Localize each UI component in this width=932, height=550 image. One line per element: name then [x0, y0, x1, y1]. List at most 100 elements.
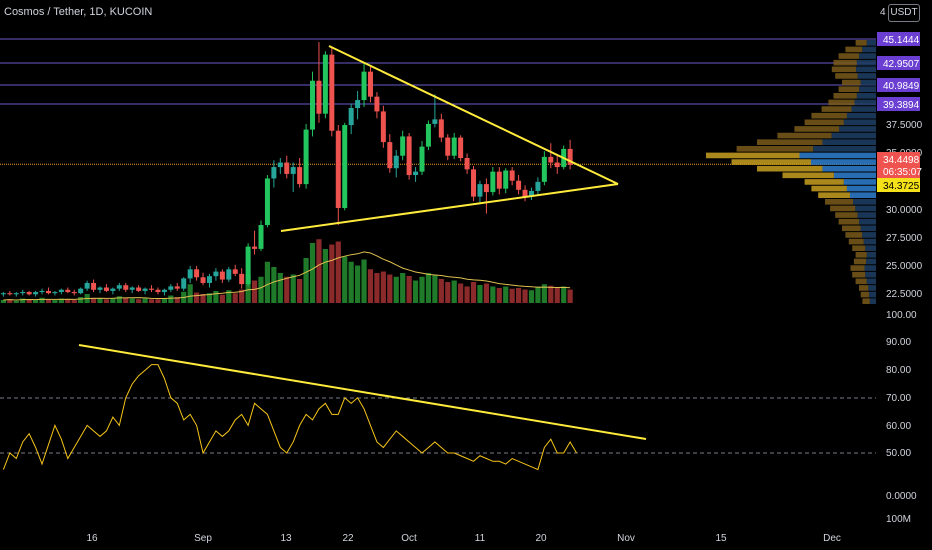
volume-bar: [438, 279, 444, 303]
volume-profile-bar: [757, 165, 823, 172]
candle-body: [13, 293, 19, 295]
candle-body: [271, 167, 277, 179]
volume-profile-bar: [868, 285, 876, 291]
time-axis-tick: 11: [475, 533, 486, 544]
rsi-axis-tick: 90.00: [886, 337, 911, 348]
volume-bar: [90, 297, 97, 303]
volume-bar: [65, 299, 71, 303]
price-level-label: [877, 56, 920, 70]
candle-body: [168, 286, 174, 290]
volume-bar: [432, 274, 438, 303]
candle-body: [129, 287, 135, 290]
volume-bar: [264, 261, 271, 303]
volume-bar: [516, 288, 522, 303]
candle-body: [277, 162, 283, 168]
volume-profile-bar: [853, 258, 867, 265]
volume-bar: [380, 271, 386, 303]
currency-badge[interactable]: USDT: [888, 4, 920, 22]
rsi-line: [2, 364, 577, 471]
volume-profile-bar: [866, 252, 876, 258]
candle-body: [149, 288, 155, 290]
rsi-axis-tick: 60.00: [886, 421, 911, 432]
candle-body: [316, 80, 322, 114]
volume-bar: [297, 279, 303, 303]
price-level-label: [877, 32, 920, 46]
volume-bar: [213, 291, 219, 303]
volume-profile-bar: [736, 146, 814, 152]
volume-profile-bar: [865, 271, 876, 278]
candle-body: [232, 269, 238, 274]
candle-body: [355, 100, 361, 109]
candle-body: [464, 158, 470, 170]
candle-body: [425, 123, 431, 147]
volume-bar: [419, 276, 425, 303]
volume-bar: [503, 286, 509, 303]
candle-body: [142, 288, 148, 291]
candle-body: [432, 119, 438, 124]
volume-axis-tick: 100M: [886, 514, 911, 525]
volume-profile-bar: [856, 66, 876, 73]
volume-profile-bar: [865, 245, 876, 251]
volume-profile-bar: [862, 298, 870, 304]
volume-ma-line: [3, 251, 571, 301]
volume-profile-bar: [852, 271, 866, 278]
candle-body: [65, 289, 71, 293]
volume-profile-bar: [849, 192, 876, 198]
time-axis-tick: 15: [715, 533, 727, 544]
candle-body: [419, 146, 425, 172]
volume-bar: [168, 295, 174, 303]
time-axis-tick: Nov: [617, 533, 635, 544]
volume-profile-bar: [731, 159, 811, 165]
candle-body: [471, 169, 477, 197]
volume-bar: [528, 290, 535, 303]
marked-price-value: 34.3725: [883, 181, 920, 192]
volume-profile-bar: [851, 106, 876, 112]
volume-bar: [219, 294, 225, 303]
volume-bar: [277, 273, 283, 303]
volume-profile-bar: [833, 59, 857, 66]
volume-profile-bar: [835, 73, 858, 79]
volume-profile-bar: [857, 212, 876, 218]
volume-profile-bar: [838, 53, 860, 59]
candle-body: [58, 289, 64, 293]
volume-bar: [335, 241, 341, 303]
candle-body: [367, 71, 373, 97]
price-axis-tick: 22.5000: [886, 289, 923, 300]
volume-profile-bar: [859, 53, 876, 59]
candle-body: [110, 288, 116, 291]
volume-profile-bar: [822, 139, 876, 145]
volume-bar: [496, 288, 502, 303]
volume-bar: [129, 298, 135, 303]
volume-profile-bar: [857, 73, 876, 79]
price-level-value: 40.9849: [883, 81, 920, 92]
candle-body: [116, 285, 122, 289]
volume-bar: [554, 288, 560, 303]
volume-bar: [271, 267, 277, 303]
candle-body: [329, 54, 335, 131]
candle-body: [528, 190, 534, 197]
candle-body: [194, 269, 200, 278]
volume-bar: [464, 286, 470, 303]
volume-bar: [123, 297, 129, 303]
candle-body: [219, 271, 225, 280]
volume-profile-bar: [863, 238, 876, 245]
time-axis-tick: 13: [280, 533, 292, 544]
volume-bar: [174, 297, 180, 303]
volume-profile-bar: [831, 66, 857, 73]
scale-prefix: 4: [880, 7, 886, 18]
volume-bar: [226, 290, 232, 303]
candle-body: [503, 170, 509, 189]
candle-body: [303, 129, 309, 185]
candle-body: [458, 137, 464, 158]
candle-body: [161, 289, 167, 293]
volume-bar: [451, 280, 457, 303]
candle-body: [71, 292, 77, 294]
last-price-value: 34.4498: [883, 155, 920, 166]
volume-profile-bar: [853, 199, 876, 205]
volume-bar: [561, 286, 567, 303]
marked-price-label: [877, 178, 920, 192]
volume-bar: [393, 276, 399, 303]
volume-bar: [406, 276, 412, 303]
volume-bar: [148, 299, 155, 303]
